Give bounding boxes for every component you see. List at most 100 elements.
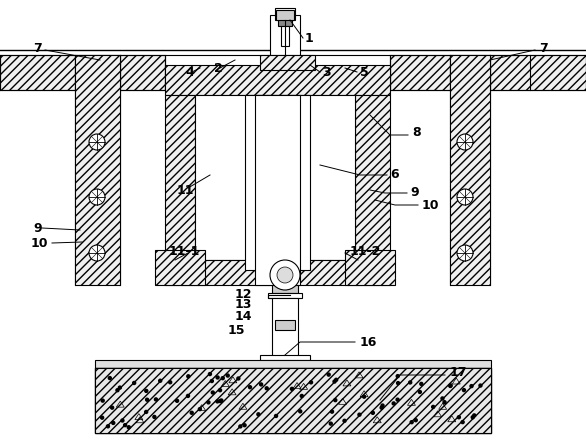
Text: 6: 6 (390, 168, 398, 182)
Bar (270, 15, 300, 55)
Circle shape (335, 378, 338, 381)
Text: 3: 3 (322, 66, 331, 78)
Circle shape (418, 390, 421, 393)
Circle shape (260, 383, 263, 386)
Circle shape (380, 406, 383, 409)
Text: 9: 9 (410, 186, 418, 198)
Bar (278, 18, 292, 26)
Circle shape (363, 395, 366, 398)
Bar (165, 260, 390, 285)
Circle shape (101, 416, 104, 419)
Circle shape (291, 387, 294, 390)
Circle shape (443, 401, 446, 404)
Bar (165, 95, 195, 260)
Circle shape (111, 406, 114, 409)
Circle shape (219, 400, 222, 403)
Circle shape (216, 376, 219, 379)
Circle shape (155, 398, 158, 401)
Circle shape (449, 385, 452, 388)
Circle shape (343, 420, 346, 422)
Bar (450, 55, 490, 285)
Circle shape (132, 381, 135, 385)
Circle shape (124, 424, 127, 427)
Circle shape (479, 384, 482, 387)
Circle shape (392, 402, 395, 405)
Bar (255, 95, 300, 285)
Text: 8: 8 (412, 127, 421, 140)
Circle shape (207, 401, 210, 404)
Circle shape (257, 413, 260, 416)
Circle shape (396, 375, 399, 377)
Text: 11: 11 (176, 183, 194, 197)
Text: 10: 10 (30, 237, 48, 249)
Circle shape (358, 413, 361, 416)
Circle shape (441, 397, 444, 400)
Circle shape (248, 386, 251, 389)
Bar (275, 320, 295, 330)
Circle shape (169, 381, 172, 384)
Circle shape (372, 411, 374, 414)
Circle shape (414, 419, 417, 422)
Circle shape (219, 389, 222, 392)
Circle shape (334, 399, 337, 402)
Bar (272, 285, 298, 293)
Text: 17: 17 (450, 366, 468, 380)
Text: 9: 9 (33, 222, 42, 234)
Bar (268, 293, 302, 298)
Bar (355, 95, 390, 260)
Circle shape (176, 399, 179, 402)
Circle shape (457, 189, 473, 205)
Circle shape (470, 385, 473, 388)
Circle shape (112, 421, 115, 424)
Bar (195, 95, 355, 260)
Circle shape (473, 414, 476, 417)
Text: 7: 7 (539, 42, 547, 54)
Circle shape (243, 424, 246, 427)
Circle shape (457, 416, 461, 419)
Bar (95, 368, 491, 433)
Circle shape (212, 391, 214, 394)
Circle shape (329, 422, 332, 425)
Circle shape (186, 394, 189, 397)
Text: 11-1: 11-1 (168, 245, 200, 257)
Circle shape (381, 404, 384, 407)
Circle shape (331, 410, 333, 413)
Circle shape (118, 386, 121, 389)
Circle shape (408, 381, 412, 384)
Circle shape (420, 382, 423, 385)
Circle shape (226, 374, 229, 377)
Circle shape (101, 399, 104, 402)
Text: 15: 15 (228, 323, 246, 337)
Bar (165, 65, 390, 95)
Circle shape (265, 387, 268, 390)
Circle shape (89, 134, 105, 150)
Circle shape (107, 425, 110, 428)
Circle shape (270, 260, 300, 290)
Bar (95, 360, 491, 368)
Bar (260, 55, 315, 70)
Circle shape (239, 425, 242, 428)
Circle shape (222, 377, 224, 380)
Circle shape (209, 373, 212, 376)
Text: 14: 14 (235, 310, 253, 323)
Circle shape (327, 373, 330, 376)
Text: 7: 7 (33, 42, 42, 54)
Bar (75, 55, 120, 285)
Bar (155, 250, 205, 285)
Circle shape (300, 394, 304, 397)
Circle shape (121, 419, 124, 422)
Circle shape (216, 400, 219, 403)
Circle shape (210, 380, 213, 382)
Circle shape (237, 377, 240, 380)
Text: 1: 1 (305, 31, 314, 44)
Circle shape (333, 380, 336, 383)
Circle shape (309, 381, 312, 384)
Circle shape (461, 420, 464, 424)
Text: 11-2: 11-2 (350, 245, 381, 257)
Circle shape (462, 389, 465, 392)
Circle shape (199, 408, 202, 411)
Bar (272, 298, 298, 358)
Bar (260, 355, 310, 360)
Circle shape (190, 411, 193, 414)
Text: 5: 5 (360, 66, 369, 78)
